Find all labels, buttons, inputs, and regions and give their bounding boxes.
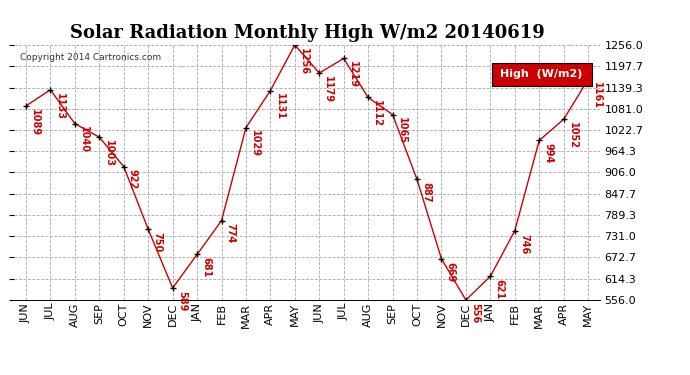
Text: 1219: 1219 [348,61,358,88]
Text: 1133: 1133 [55,93,65,120]
Text: 774: 774 [226,224,236,244]
Title: Solar Radiation Monthly High W/m2 20140619: Solar Radiation Monthly High W/m2 201406… [70,24,544,42]
Text: 1029: 1029 [250,130,260,158]
Text: 1052: 1052 [568,122,578,149]
Text: 1131: 1131 [275,93,284,120]
Text: 1179: 1179 [324,76,333,103]
Text: 922: 922 [128,170,138,190]
Text: High  (W/m2): High (W/m2) [500,69,583,80]
Text: Copyright 2014 Cartronics.com: Copyright 2014 Cartronics.com [19,53,161,62]
Text: 1112: 1112 [373,100,382,127]
Text: 1003: 1003 [104,140,113,167]
FancyBboxPatch shape [492,63,591,86]
Text: 681: 681 [201,257,211,278]
Text: 994: 994 [543,143,553,164]
Text: 746: 746 [519,234,529,254]
Text: 1089: 1089 [30,109,40,136]
Text: 556: 556 [470,303,480,323]
Text: 1256: 1256 [299,48,309,75]
Text: 1040: 1040 [79,126,89,153]
Text: 621: 621 [495,279,504,299]
Text: 1161: 1161 [592,82,602,110]
Text: 887: 887 [421,182,431,203]
Text: 750: 750 [152,232,162,252]
Text: 669: 669 [446,262,455,282]
Text: 1065: 1065 [397,117,406,144]
Text: 589: 589 [177,291,187,311]
